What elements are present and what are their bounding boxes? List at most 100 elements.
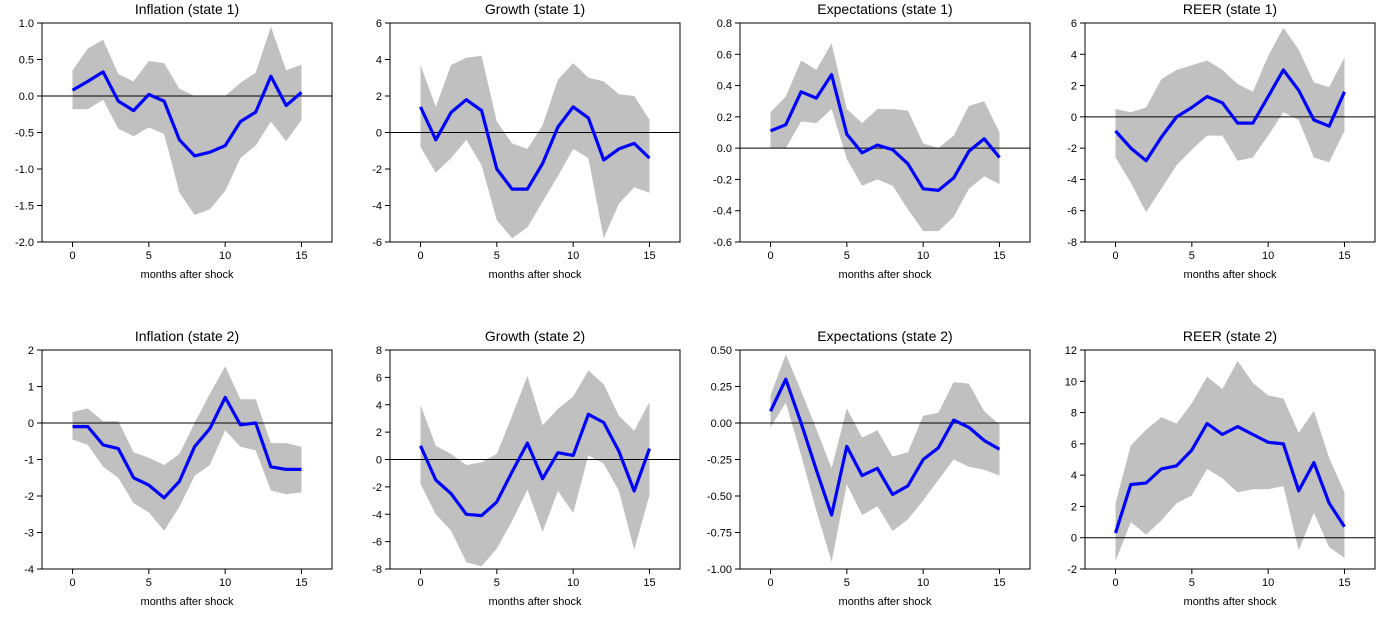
y-tick-label: -0.75 — [707, 528, 732, 540]
y-tick-label: 2 — [376, 91, 382, 103]
y-tick-label: 0.25 — [711, 382, 732, 394]
x-tick-label: 10 — [1262, 577, 1274, 589]
response-line — [1113, 421, 1346, 534]
response-line — [419, 412, 652, 518]
x-tick-label: 15 — [993, 250, 1005, 262]
confidence-band — [770, 354, 1000, 562]
y-tick-label: 4 — [376, 400, 382, 412]
x-tick-label: 10 — [567, 250, 579, 262]
x-tick-label: 10 — [567, 577, 579, 589]
x-tick-label: 10 — [917, 577, 929, 589]
y-tick-label: -6 — [372, 237, 382, 249]
x-axis-label: months after shock — [839, 596, 932, 608]
response-line — [71, 70, 303, 158]
x-axis-label: months after shock — [839, 269, 932, 281]
x-tick-label: 0 — [1112, 577, 1118, 589]
y-tick-label: 4 — [1071, 470, 1077, 482]
x-axis-label: months after shock — [1184, 269, 1277, 281]
panel-3: -0.6 -0.4 -0.2 0.0 0.2 0.4 0.6 0.8 0 5 10 15 Expecta… — [713, 1, 1031, 281]
y-tick-label: 8 — [376, 345, 382, 357]
confidence-band — [72, 26, 302, 215]
y-tick-label: -1 — [24, 455, 34, 467]
y-tick-label: 0.6 — [717, 49, 732, 61]
y-tick-label: -3 — [24, 528, 34, 540]
y-tick-label: -0.6 — [713, 237, 732, 249]
panel-title: Growth (state 2) — [485, 328, 585, 344]
x-tick-label: 5 — [1189, 250, 1195, 262]
y-tick-label: 1 — [28, 382, 34, 394]
x-tick-label: 10 — [917, 250, 929, 262]
response-line — [769, 377, 1001, 517]
panel-title: Inflation (state 1) — [135, 1, 239, 17]
confidence-band — [420, 55, 650, 239]
x-tick-label: 5 — [844, 577, 850, 589]
y-tick-label: -2.0 — [15, 237, 34, 249]
y-tick-label: -0.2 — [713, 174, 732, 186]
panel-7: -1.00 -0.75 -0.50 -0.25 0.00 0.25 0.50 0 5 10 15 Ex… — [707, 328, 1031, 608]
y-tick-label: 6 — [1071, 439, 1077, 451]
confidence-band — [420, 370, 650, 567]
y-tick-label: -2 — [372, 482, 382, 494]
response-line — [1114, 68, 1346, 163]
panel-2: -6 -4 -2 0 2 4 6 0 5 10 15 Growth (state 1) months a… — [372, 1, 681, 281]
plot-frame — [1084, 22, 1376, 243]
y-tick-label: 1.0 — [19, 18, 34, 30]
y-tick-label: -0.5 — [15, 128, 34, 140]
y-tick-label: -2 — [1067, 564, 1077, 576]
y-tick-label: -0.25 — [707, 455, 732, 467]
x-tick-label: 10 — [1262, 250, 1274, 262]
y-tick-label: 10 — [1065, 376, 1077, 388]
y-tick-label: 6 — [1071, 18, 1077, 30]
x-tick-label: 0 — [69, 577, 75, 589]
y-tick-label: 2 — [28, 345, 34, 357]
y-tick-label: -4 — [372, 509, 382, 521]
y-tick-label: 0 — [376, 128, 382, 140]
panel-5: -4 -3 -2 -1 0 1 2 0 5 10 15 Inflation (state 2) mont… — [24, 328, 333, 608]
x-tick-label: 0 — [417, 577, 423, 589]
x-tick-label: 10 — [219, 577, 231, 589]
y-tick-label: 0 — [376, 455, 382, 467]
x-tick-label: 0 — [767, 250, 773, 262]
y-tick-label: -4 — [1067, 174, 1077, 186]
confidence-band — [72, 366, 302, 531]
y-tick-label: -4 — [372, 201, 382, 213]
y-tick-label: 12 — [1065, 345, 1077, 357]
panel-title: Inflation (state 2) — [135, 328, 239, 344]
panel-title: Growth (state 1) — [485, 1, 585, 17]
y-tick-label: -6 — [372, 537, 382, 549]
x-axis-label: months after shock — [489, 596, 582, 608]
y-tick-label: 8 — [1071, 408, 1077, 420]
x-tick-label: 5 — [146, 577, 152, 589]
y-tick-label: -1.0 — [15, 164, 34, 176]
y-tick-label: 2 — [1071, 501, 1077, 513]
x-tick-label: 0 — [767, 577, 773, 589]
x-tick-label: 0 — [69, 250, 75, 262]
panel-title: REER (state 2) — [1183, 328, 1277, 344]
x-axis-label: months after shock — [141, 269, 234, 281]
y-tick-label: 6 — [376, 372, 382, 384]
x-tick-label: 5 — [494, 577, 500, 589]
y-tick-label: -1.5 — [15, 201, 34, 213]
y-tick-label: 4 — [1071, 49, 1077, 61]
confidence-band — [1115, 360, 1345, 562]
y-tick-label: -2 — [24, 491, 34, 503]
x-tick-label: 15 — [643, 577, 655, 589]
y-tick-label: 0.5 — [19, 55, 34, 67]
panel-title: REER (state 1) — [1183, 1, 1277, 17]
x-axis-label: months after shock — [1184, 596, 1277, 608]
y-tick-label: 2 — [376, 427, 382, 439]
y-tick-label: -8 — [1067, 237, 1077, 249]
x-tick-label: 15 — [295, 250, 307, 262]
y-tick-label: 6 — [376, 18, 382, 30]
y-tick-label: -2 — [372, 164, 382, 176]
x-tick-label: 15 — [295, 577, 307, 589]
y-tick-label: -8 — [372, 564, 382, 576]
x-tick-label: 15 — [643, 250, 655, 262]
y-tick-label: 0 — [1071, 533, 1077, 545]
x-tick-label: 15 — [993, 577, 1005, 589]
response-line — [769, 72, 1001, 192]
panel-4: -8 -6 -4 -2 0 2 4 6 0 5 10 15 REER (state 1) months a… — [1067, 1, 1376, 281]
panel-8: -2 0 2 4 6 8 10 12 0 5 10 15 REER (state 2) months af… — [1065, 328, 1376, 608]
x-tick-label: 5 — [146, 250, 152, 262]
